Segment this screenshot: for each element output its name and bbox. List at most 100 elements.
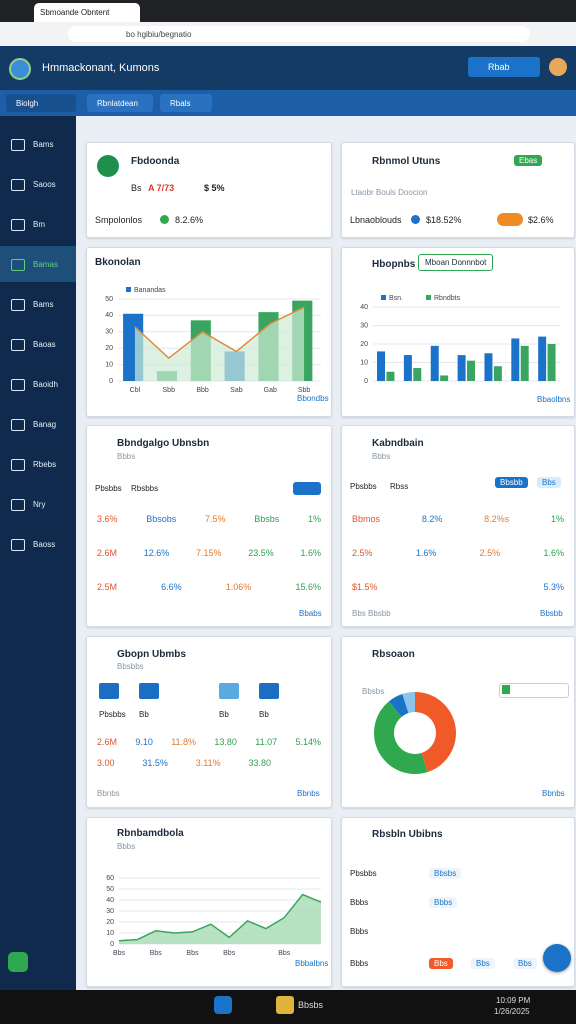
pie-slice [402, 692, 415, 714]
table-card: Kabndbain Bbbs Pbsbbs Rbss Bbsbb Bbs Bbs… [341, 425, 575, 627]
cell: 11.8% [171, 737, 197, 747]
bar [430, 345, 439, 381]
cell: 1% [550, 514, 564, 524]
stat-label: Bb [139, 710, 149, 719]
legend-label: Bbsbs [362, 687, 385, 696]
control[interactable] [499, 683, 569, 698]
nav-icon [11, 539, 25, 551]
table-row: 2.5M 6.6% 1.06% 15.6% [97, 582, 321, 592]
y-tick-label: 20 [360, 341, 368, 348]
avatar[interactable] [549, 58, 567, 76]
bar [467, 360, 475, 381]
nav-icon [11, 459, 25, 471]
table-card: Bbndgalgo Ubnsbn Bbbs Pbsbbs Rbsbbs Bbab… [86, 425, 332, 627]
chip: Bbs [471, 958, 495, 969]
bar [547, 344, 556, 381]
tab[interactable] [34, 3, 140, 22]
nav-icon [11, 139, 25, 151]
badge[interactable]: Ebas [514, 155, 543, 166]
y-tick-label: 50 [105, 296, 113, 303]
folder-icon [259, 683, 279, 699]
y-tick-label: 40 [360, 304, 368, 311]
nav-label: Saoos [33, 180, 56, 189]
legend-swatch [126, 287, 131, 292]
chart-title: Rbnbamdbola [117, 828, 184, 839]
button[interactable]: Bbs [537, 477, 561, 488]
taskbar-app[interactable] [214, 996, 232, 1014]
stat-label: Bb [219, 710, 229, 719]
line [118, 893, 322, 942]
y-tick-label: 30 [106, 908, 114, 915]
footer-link[interactable]: Bbbalbns [295, 959, 329, 968]
stats-card: Gbopn Ubmbs Bbsbbs Bbnbs Bbnbs Pbsbbs Bb B… [86, 636, 332, 808]
toggle[interactable] [497, 213, 523, 226]
nav-icon [11, 379, 25, 391]
table-row: Bbmos 8.2% 8.2%s 1% [352, 514, 564, 524]
cell: 1% [307, 514, 321, 524]
footer-link[interactable]: Bbnbs [542, 789, 565, 798]
nav-label: Bams [33, 140, 54, 149]
summary-card: Fbdoonda Bs A 7/73 $ 5% Smpolonlos 8.2.6… [86, 142, 332, 238]
y-tick-label: 10 [105, 361, 113, 368]
bar [403, 355, 412, 381]
url: bo hgibiu/begnatio [126, 30, 192, 39]
header: Rbss [390, 482, 409, 491]
nav-item[interactable] [0, 246, 76, 282]
icon [97, 155, 119, 177]
cell: 2.6M [97, 737, 118, 747]
line [134, 306, 305, 360]
nav-label: Baoas [33, 340, 56, 349]
bar [377, 351, 386, 381]
row-label: Bbbs [350, 959, 369, 968]
cell: 1.6% [415, 548, 437, 558]
bar [520, 345, 529, 381]
header: Pbsbbs [350, 482, 377, 491]
cell: Bbsobs [146, 514, 177, 524]
toolbar-button[interactable] [87, 94, 153, 112]
card-subtitle: Bbbs [372, 452, 391, 461]
row-label: Bbbs [350, 927, 369, 936]
y-tick-label: 20 [105, 345, 113, 352]
cell: 5.3% [543, 582, 564, 592]
fab[interactable] [543, 944, 571, 972]
folder-icon [139, 683, 159, 699]
header-button[interactable] [468, 57, 540, 77]
url-field[interactable] [68, 26, 530, 42]
toolbar-button[interactable] [6, 94, 76, 112]
sidebar-badge[interactable] [8, 952, 28, 972]
footer-link[interactable]: Bbaolbns [537, 395, 571, 404]
sub-value: 8.2.6% [175, 215, 204, 225]
cell: Bbmos [352, 514, 381, 524]
bar [511, 338, 520, 381]
cell: 3.6% [97, 514, 118, 524]
nav-icon [11, 259, 25, 271]
toolbar: Biolgh Rbnlatdean Rbals [0, 90, 576, 116]
y-tick-label: 30 [360, 322, 368, 329]
value: $2.6% [528, 215, 554, 225]
footer-link[interactable]: Bbondbs [297, 394, 329, 403]
cell: 6.6% [161, 582, 182, 592]
y-tick-label: 0 [109, 378, 113, 385]
chip: Bbbs [429, 897, 458, 908]
toggle[interactable] [293, 482, 321, 495]
footer-link[interactable]: Bbnbs [297, 789, 320, 798]
toolbar-button[interactable] [160, 94, 212, 112]
footer-link[interactable]: Bbabs [299, 609, 322, 618]
table-row: 2.6M 12.6% 7.15% 23.5% 1.6% [97, 548, 321, 558]
taskbar-app[interactable] [276, 996, 294, 1014]
value: A 7/73 [148, 183, 175, 193]
cell: 2.5% [352, 548, 373, 558]
app-title: Hmmackonant, Kumons [42, 62, 160, 74]
tab-title: Sbmoande Obntent [40, 8, 110, 17]
button[interactable]: Bbsbb [495, 477, 528, 488]
change: $ 5% [204, 183, 225, 193]
y-tick-label: 40 [106, 897, 114, 904]
footer-link[interactable]: Bbsbb [540, 609, 563, 618]
nav-icon [11, 299, 25, 311]
card-title: Rbnmol Utuns [372, 156, 441, 167]
button[interactable]: Mboan Donnnbot [418, 254, 494, 271]
nav-icon [11, 219, 25, 231]
stat-label: Bb [259, 710, 269, 719]
cell: 1.06% [225, 582, 252, 592]
chart: 0 10 20 30 40 50 60 Bbs Bbs Bbs Bbs Bbs [106, 875, 322, 957]
